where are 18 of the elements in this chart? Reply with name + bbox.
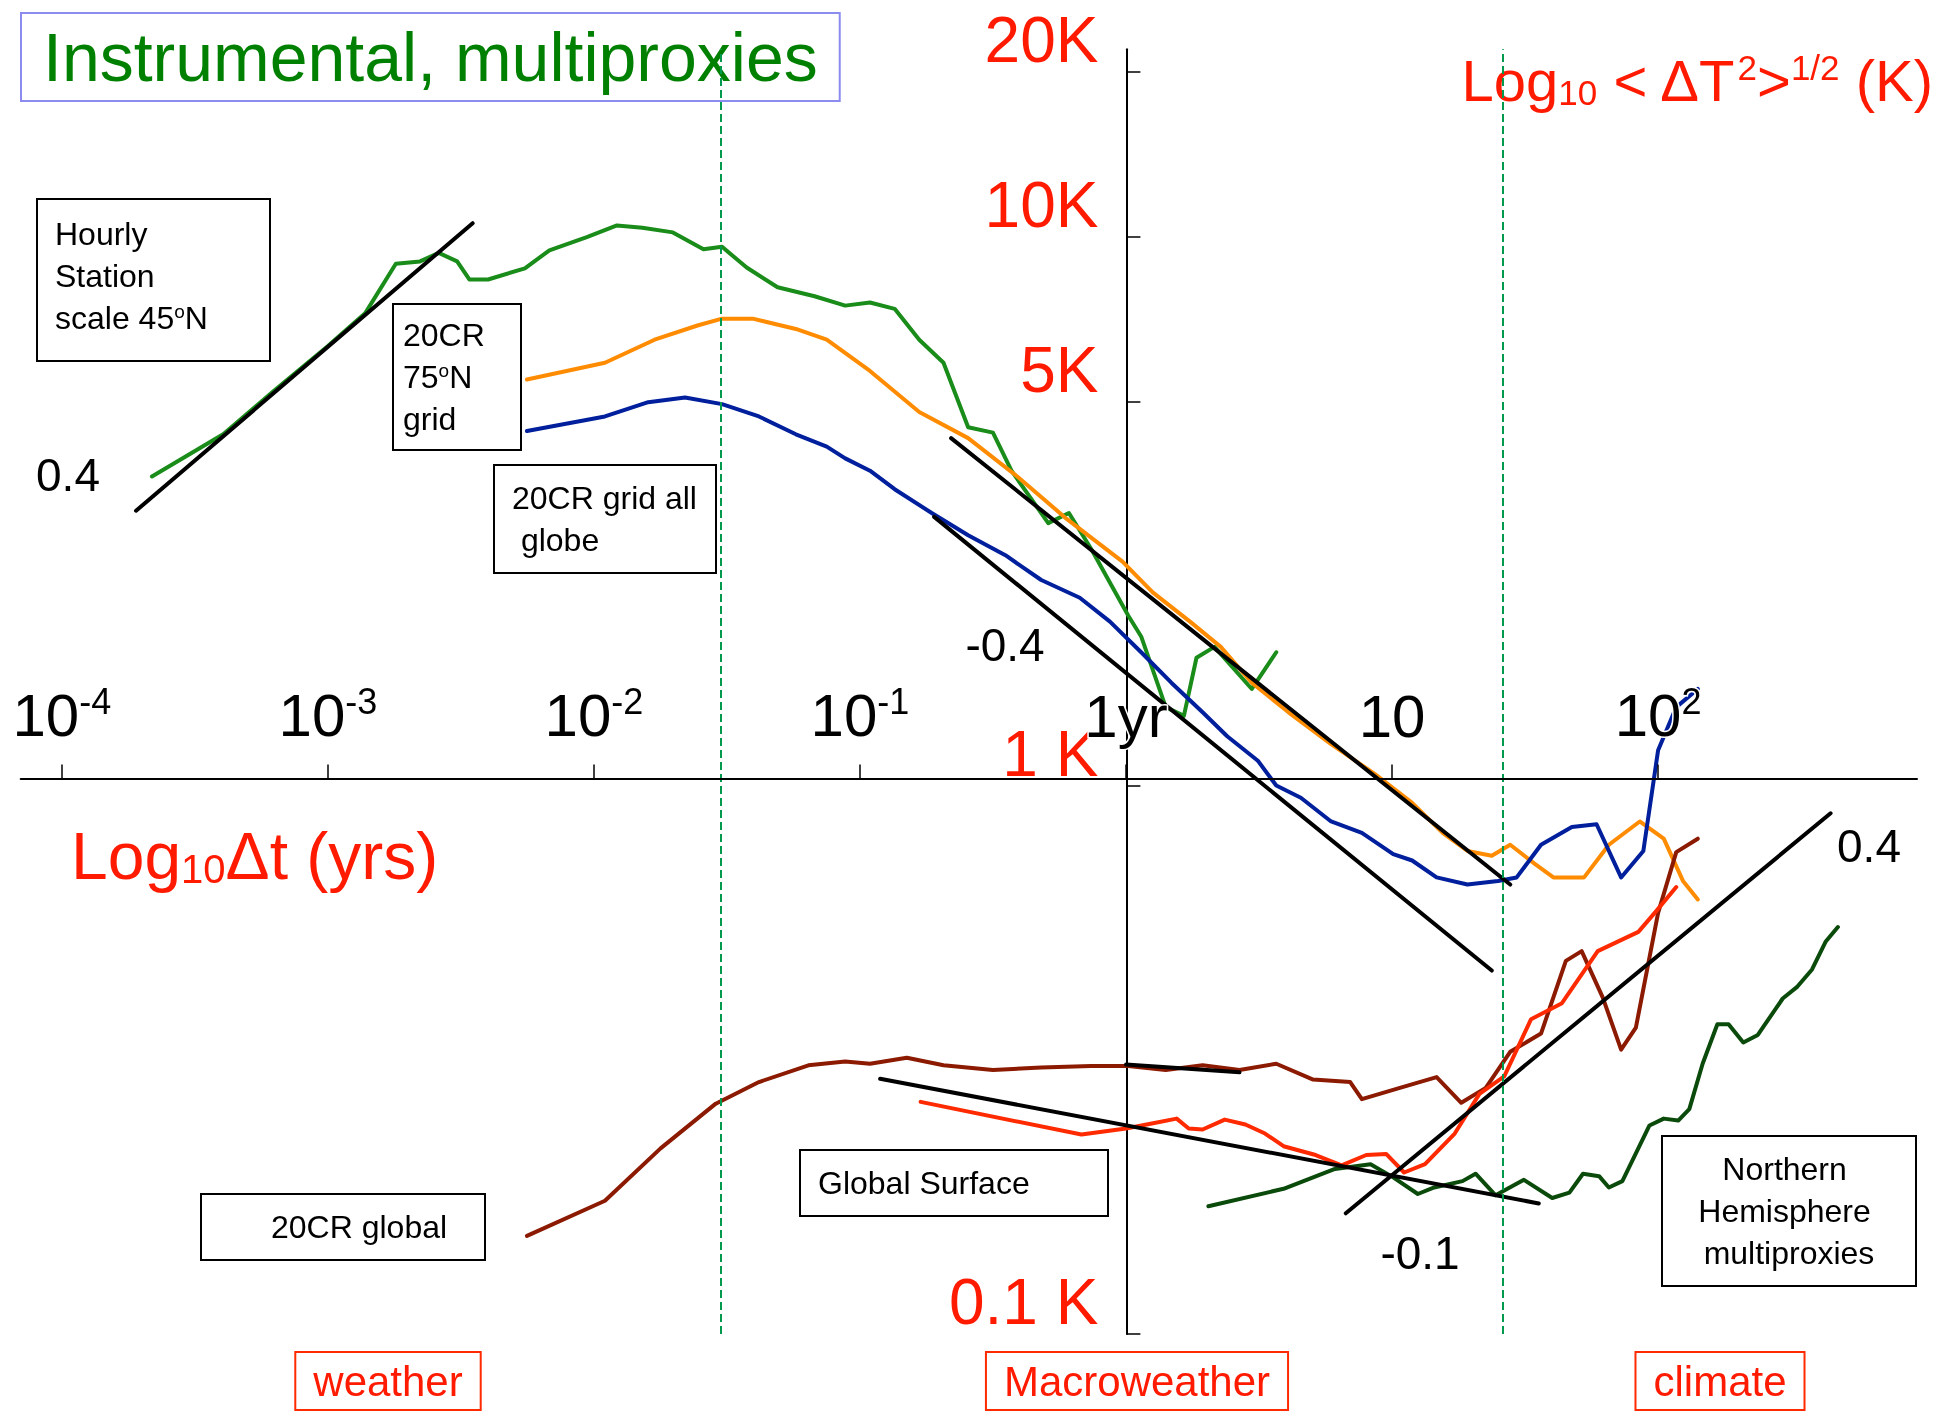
series-label: Global Surface — [818, 1165, 1030, 1201]
annotation: -0.1 — [1380, 1227, 1460, 1279]
annotation: 0.4 — [1837, 820, 1901, 872]
text: Macroweather — [1003, 1357, 1271, 1405]
y-tick-label: 0.1 K — [948, 1266, 1099, 1338]
annotation: 0.4 — [36, 449, 100, 501]
chart-title: Instrumental, multiproxies — [43, 19, 818, 95]
text: weather — [312, 1357, 463, 1405]
x-axis-title: Log10Δt (yrs) — [71, 819, 439, 893]
y-tick-label: 20K — [984, 4, 1099, 76]
x-tick-label: 10 — [1358, 683, 1426, 751]
series-label: 20CR grid all globe — [512, 480, 697, 558]
y-tick-label: 10K — [984, 169, 1099, 242]
text: climate — [1653, 1357, 1787, 1405]
text: 20CR global — [271, 1209, 448, 1245]
annotation: -0.4 — [965, 619, 1045, 671]
y-tick-label: 5K — [1020, 334, 1099, 407]
series-label: Northern Hemisphere multiproxies — [1698, 1151, 1880, 1271]
